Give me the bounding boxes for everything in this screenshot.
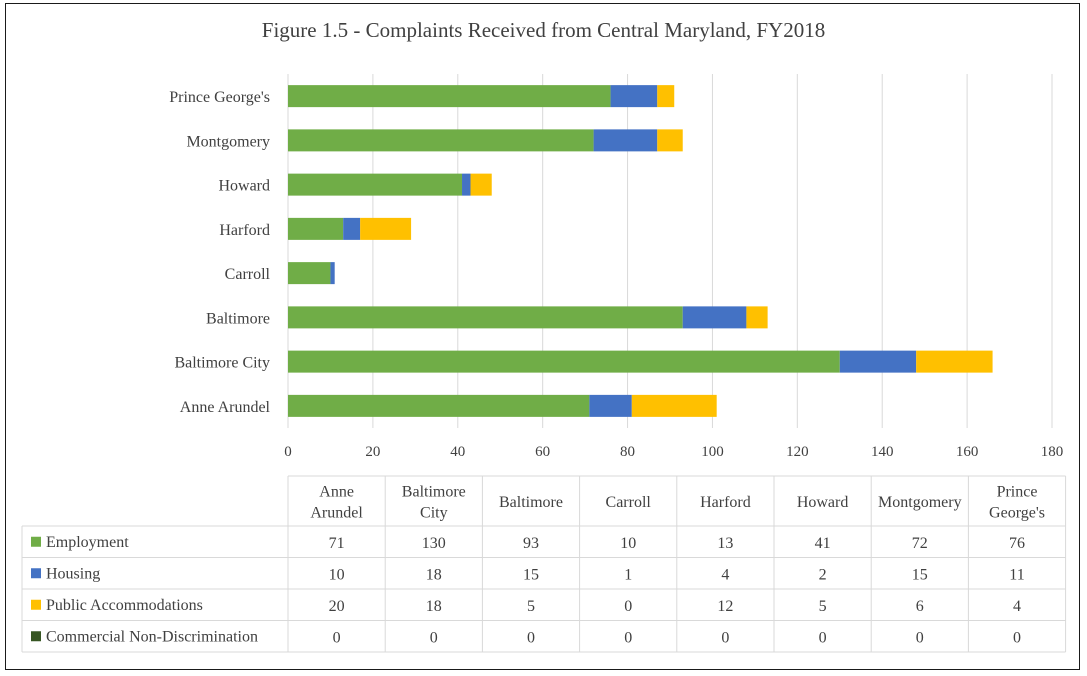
- bar-baltimore-city-employment: [288, 350, 840, 373]
- table-header-anne-arundel-line-2: Arundel: [310, 505, 363, 522]
- bar-harford-housing: [343, 217, 361, 240]
- table-cell-housing-harford: 4: [721, 566, 729, 583]
- category-label-prince-george-s: Prince George's: [169, 89, 270, 106]
- table-cell-commercial-non-discrimination-harford: 0: [721, 629, 729, 646]
- x-tick-label-80: 80: [620, 444, 635, 460]
- table-cell-employment-baltimore-city: 130: [422, 535, 446, 552]
- bar-carroll-employment: [288, 262, 331, 285]
- table-header-baltimore-line-1: Baltimore: [499, 494, 563, 511]
- table-cell-housing-montgomery: 15: [912, 566, 928, 583]
- table-header-baltimore-city-line-1: Baltimore: [402, 484, 466, 501]
- table-cell-commercial-non-discrimination-baltimore-city: 0: [430, 629, 438, 646]
- legend-key-housing: [31, 568, 41, 579]
- x-tick-label-100: 100: [701, 444, 724, 460]
- category-label-baltimore: Baltimore: [206, 310, 270, 327]
- bar-baltimore-employment: [288, 306, 683, 329]
- x-tick-label-140: 140: [871, 444, 894, 460]
- chart-title: Figure 1.5 - Complaints Received from Ce…: [261, 18, 826, 42]
- x-tick-label-60: 60: [535, 444, 550, 460]
- table-cell-public-accommodations-harford: 12: [717, 598, 733, 615]
- legend-label-commercial-non-discrimination: Commercial Non-Discrimination: [46, 628, 258, 645]
- table-header-montgomery-line-1: Montgomery: [878, 494, 962, 511]
- table-header-prince-george-s-line-1: Prince: [997, 484, 1038, 501]
- table-cell-public-accommodations-anne-arundel: 20: [329, 598, 345, 615]
- chart-frame: [5, 3, 1080, 670]
- table-cell-employment-harford: 13: [717, 535, 733, 552]
- table-cell-employment-baltimore: 93: [523, 535, 539, 552]
- bar-prince-george-s-housing: [610, 85, 658, 108]
- table-cell-housing-baltimore: 15: [523, 566, 539, 583]
- table-cell-employment-montgomery: 72: [912, 535, 928, 552]
- bar-prince-george-s-employment: [288, 85, 611, 108]
- legend-key-employment: [31, 536, 41, 547]
- table-cell-commercial-non-discrimination-montgomery: 0: [916, 629, 924, 646]
- bar-anne-arundel-public-accommodations: [631, 394, 717, 417]
- legend-key-public-accommodations: [31, 599, 41, 610]
- legend-label-public-accommodations: Public Accommodations: [46, 597, 203, 614]
- table-header-prince-george-s-line-2: George's: [989, 505, 1045, 522]
- x-tick-label-20: 20: [365, 444, 380, 460]
- table-header-carroll-line-1: Carroll: [606, 494, 652, 511]
- table-header-anne-arundel-line-1: Anne: [319, 484, 354, 501]
- table-cell-public-accommodations-baltimore: 5: [527, 598, 535, 615]
- table-cell-housing-carroll: 1: [624, 566, 632, 583]
- bar-baltimore-city-housing: [839, 350, 917, 373]
- bar-howard-employment: [288, 173, 463, 196]
- legend-key-commercial-non-discrimination: [31, 631, 41, 642]
- table-cell-public-accommodations-baltimore-city: 18: [426, 598, 442, 615]
- bar-anne-arundel-housing: [589, 394, 632, 417]
- table-cell-public-accommodations-prince-george-s: 4: [1013, 598, 1021, 615]
- table-cell-housing-howard: 2: [819, 566, 827, 583]
- category-label-howard: Howard: [218, 178, 270, 195]
- x-tick-label-180: 180: [1041, 444, 1064, 460]
- category-label-baltimore-city: Baltimore City: [174, 355, 270, 372]
- bar-anne-arundel-employment: [288, 394, 590, 417]
- bar-howard-public-accommodations: [470, 173, 492, 196]
- bar-howard-housing: [462, 173, 471, 196]
- category-label-montgomery: Montgomery: [186, 133, 270, 150]
- table-cell-employment-howard: 41: [815, 535, 831, 552]
- table-cell-public-accommodations-montgomery: 6: [916, 598, 924, 615]
- x-tick-label-120: 120: [786, 444, 809, 460]
- table-cell-housing-anne-arundel: 10: [329, 566, 345, 583]
- table-header-harford-line-1: Harford: [700, 494, 751, 511]
- bar-prince-george-s-public-accommodations: [657, 85, 675, 108]
- bar-harford-public-accommodations: [360, 217, 412, 240]
- table-header-howard-line-1: Howard: [797, 494, 849, 511]
- bar-montgomery-public-accommodations: [657, 129, 683, 152]
- bar-baltimore-housing: [682, 306, 747, 329]
- table-cell-commercial-non-discrimination-anne-arundel: 0: [333, 629, 341, 646]
- table-cell-commercial-non-discrimination-howard: 0: [819, 629, 827, 646]
- bar-baltimore-public-accommodations: [746, 306, 768, 329]
- bar-carroll-housing: [330, 262, 335, 285]
- x-tick-label-160: 160: [956, 444, 979, 460]
- table-cell-housing-prince-george-s: 11: [1009, 566, 1024, 583]
- bar-montgomery-housing: [593, 129, 658, 152]
- table-cell-public-accommodations-howard: 5: [819, 598, 827, 615]
- table-cell-employment-prince-george-s: 76: [1009, 535, 1025, 552]
- bar-montgomery-employment: [288, 129, 594, 152]
- table-cell-employment-anne-arundel: 71: [329, 535, 345, 552]
- legend-label-employment: Employment: [46, 534, 129, 551]
- table-cell-commercial-non-discrimination-baltimore: 0: [527, 629, 535, 646]
- table-cell-employment-carroll: 10: [620, 535, 636, 552]
- category-label-harford: Harford: [219, 222, 270, 239]
- bar-harford-employment: [288, 217, 344, 240]
- x-tick-label-0: 0: [284, 444, 292, 460]
- table-cell-housing-baltimore-city: 18: [426, 566, 442, 583]
- x-tick-label-40: 40: [450, 444, 465, 460]
- table-cell-commercial-non-discrimination-carroll: 0: [624, 629, 632, 646]
- bar-baltimore-city-public-accommodations: [916, 350, 993, 373]
- table-cell-public-accommodations-carroll: 0: [624, 598, 632, 615]
- category-label-anne-arundel: Anne Arundel: [180, 399, 271, 416]
- table-cell-commercial-non-discrimination-prince-george-s: 0: [1013, 629, 1021, 646]
- table-header-baltimore-city-line-2: City: [420, 505, 448, 522]
- category-label-carroll: Carroll: [225, 266, 271, 283]
- legend-label-housing: Housing: [46, 565, 100, 582]
